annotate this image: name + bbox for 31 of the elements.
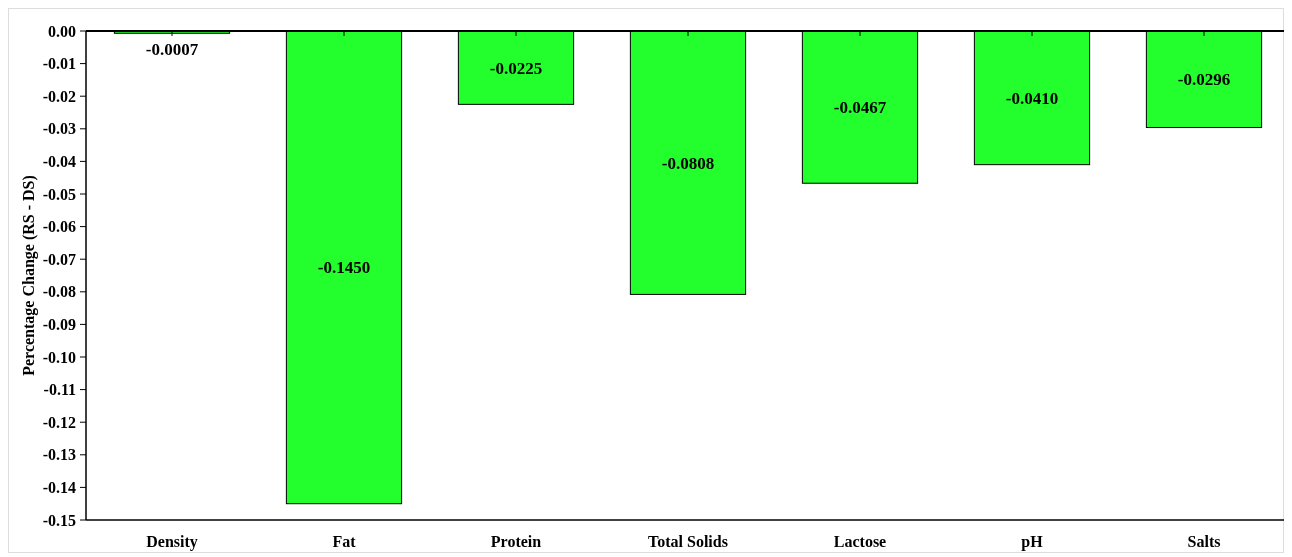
y-tick-label: -0.02	[42, 87, 76, 105]
y-tick-label: -0.08	[42, 283, 76, 301]
y-tick-label: -0.11	[43, 381, 76, 399]
y-tick-label: -0.03	[42, 120, 76, 138]
y-tick-label: -0.01	[42, 55, 76, 73]
data-label: -0.1450	[317, 258, 371, 278]
y-tick-label: -0.13	[42, 446, 76, 464]
y-tick-label: -0.04	[42, 153, 76, 170]
y-tick-label: -0.07	[42, 250, 76, 268]
y-tick-label: -0.06	[42, 218, 76, 236]
x-tick-label: Protein	[490, 533, 542, 550]
y-tick-label: -0.15	[42, 511, 76, 529]
y-tick-label: -0.09	[42, 316, 76, 333]
data-label: -0.0007	[145, 40, 199, 59]
data-label: -0.0467	[833, 98, 887, 118]
y-tick-label: -0.12	[42, 413, 76, 431]
y-axis-title: Percentage Change (RS - DS)	[20, 175, 38, 376]
x-tick-label: Fat	[332, 533, 357, 550]
data-label: -0.0410	[1005, 88, 1059, 108]
y-tick-label: -0.05	[42, 185, 76, 203]
y-tick-label: -0.10	[42, 348, 76, 366]
data-label: -0.0808	[661, 153, 715, 173]
x-tick-label: Density	[146, 533, 198, 551]
x-tick-label: pH	[1021, 533, 1044, 551]
x-tick-label: Lactose	[833, 533, 887, 550]
y-tick-label: 0.00	[48, 22, 76, 40]
y-tick-label: -0.14	[42, 479, 76, 496]
data-label: -0.0296	[1177, 70, 1231, 90]
x-tick-label: Salts	[1187, 533, 1221, 550]
data-label: -0.0225	[489, 58, 543, 78]
x-tick-label: Total Solids	[648, 533, 728, 550]
